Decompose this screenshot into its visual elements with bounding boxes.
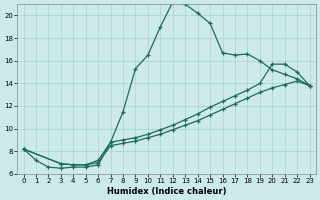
X-axis label: Humidex (Indice chaleur): Humidex (Indice chaleur) [107,187,226,196]
